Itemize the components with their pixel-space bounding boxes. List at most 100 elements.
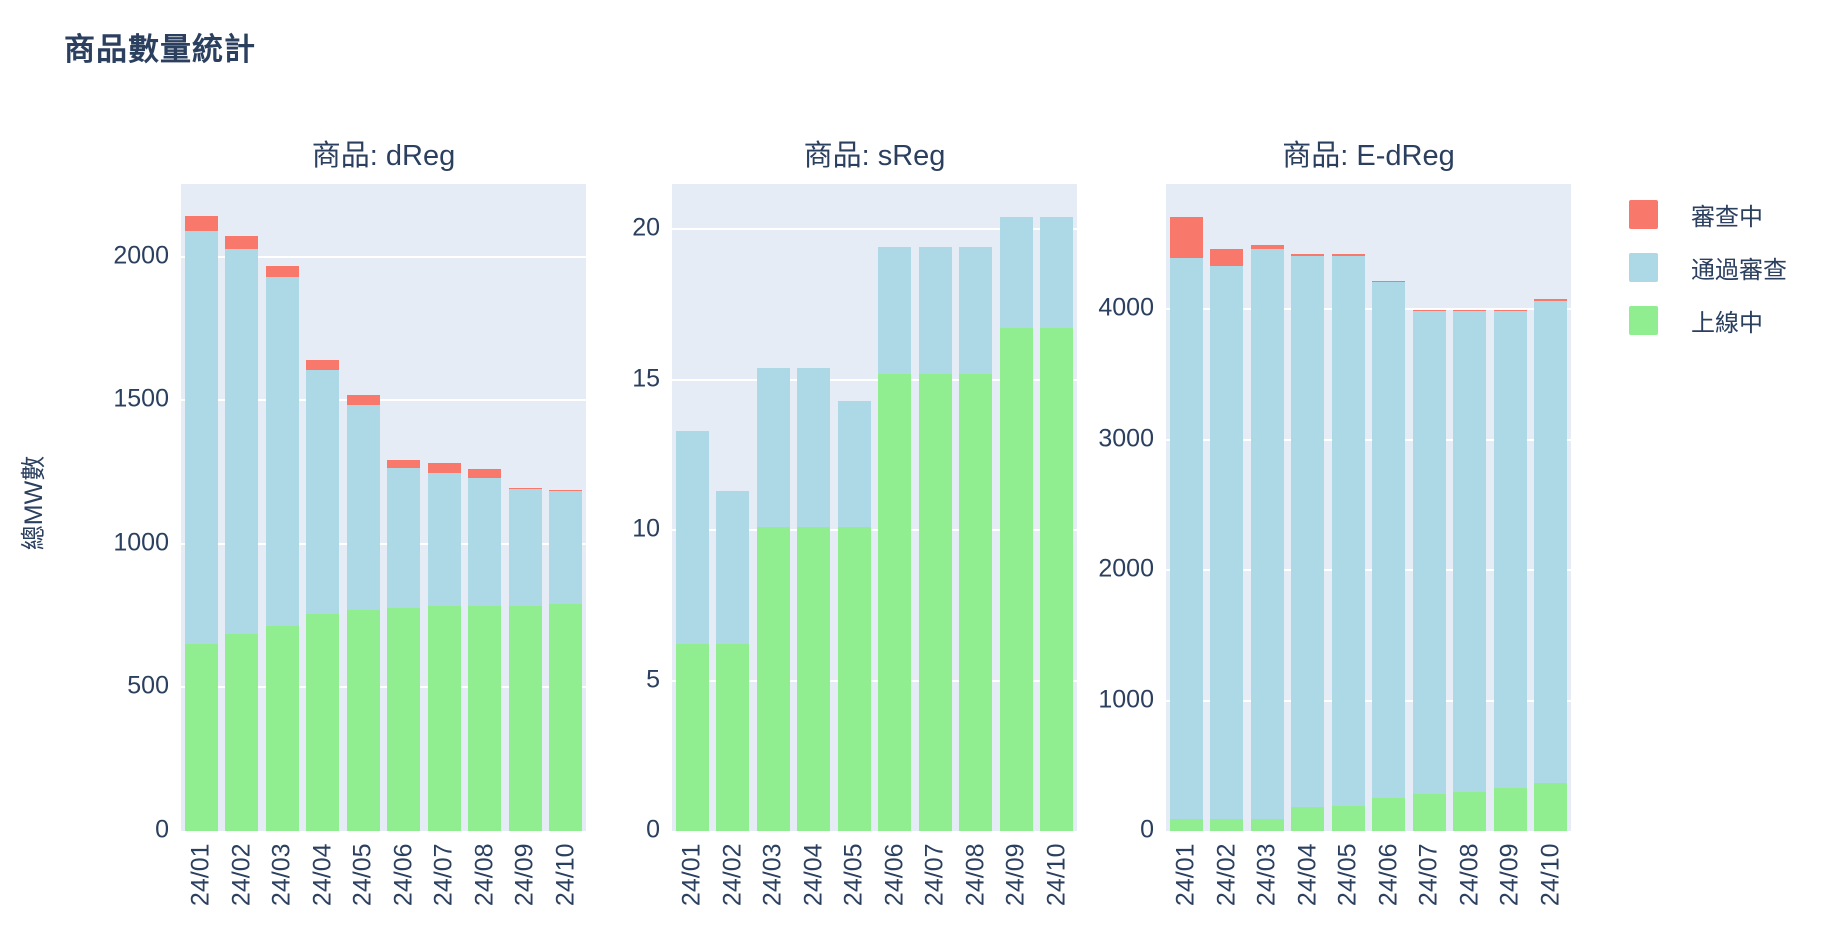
bar-segment-passed-24-08 <box>1453 311 1486 792</box>
bar-segment-online-24-09 <box>509 605 542 831</box>
bar-segment-passed-24-09 <box>1000 217 1033 329</box>
bar-segment-review-24-01 <box>185 216 218 231</box>
x-tick-label: 24/04 <box>1293 843 1322 907</box>
gridline <box>1166 308 1571 311</box>
bar-segment-passed-24-01 <box>1170 258 1203 820</box>
bar-segment-review-24-04 <box>1291 253 1324 256</box>
gridline <box>1166 699 1571 702</box>
bar-segment-review-24-07 <box>428 462 461 474</box>
bar-segment-online-24-10 <box>1534 782 1567 831</box>
x-tick-label: 24/08 <box>470 843 499 907</box>
y-tick-label: 0 <box>1140 815 1154 844</box>
bar-segment-review-24-08 <box>1453 309 1486 312</box>
gridline <box>672 378 1077 381</box>
bar-segment-online-24-01 <box>185 644 218 831</box>
y-tick-label: 500 <box>127 671 169 700</box>
bar-segment-online-24-06 <box>387 608 420 831</box>
bar-segment-passed-24-04 <box>1291 255 1324 807</box>
bar-segment-online-24-01 <box>676 644 709 831</box>
bar-segment-review-24-06 <box>1372 280 1405 283</box>
bar-segment-review-24-03 <box>1251 245 1284 249</box>
bar-segment-passed-24-09 <box>509 489 542 606</box>
bar-segment-passed-24-02 <box>1210 266 1243 820</box>
bar-segment-review-24-10 <box>549 489 582 491</box>
subplot-title-dreg: 商品: dReg <box>311 140 456 172</box>
y-tick-label: 2000 <box>1098 554 1154 583</box>
x-tick-label: 24/01 <box>677 843 706 907</box>
legend-label-review: 審查中 <box>1691 204 1763 231</box>
bar-segment-passed-24-05 <box>1332 256 1365 807</box>
legend-item-passed[interactable]: 通過審查 <box>1629 250 1787 285</box>
bar-segment-review-24-10 <box>1534 299 1567 302</box>
bar-segment-passed-24-08 <box>468 477 501 606</box>
y-tick-label: 3000 <box>1098 423 1154 452</box>
bar-segment-passed-24-02 <box>716 490 749 645</box>
bar-segment-passed-24-07 <box>1413 311 1446 794</box>
x-tick-label: 24/04 <box>799 843 828 907</box>
bar-segment-review-24-01 <box>1170 216 1203 259</box>
x-tick-label: 24/03 <box>267 843 296 907</box>
x-tick-label: 24/06 <box>880 843 909 907</box>
bar-segment-online-24-06 <box>878 373 911 831</box>
y-tick-label: 1000 <box>1098 684 1154 713</box>
legend-item-online[interactable]: 上線中 <box>1629 303 1787 338</box>
bar-segment-online-24-08 <box>468 605 501 831</box>
gridline <box>181 399 586 402</box>
legend-swatch-passed-icon <box>1629 253 1658 282</box>
bar-segment-review-24-04 <box>306 360 339 371</box>
bar-segment-passed-24-10 <box>1534 301 1567 783</box>
x-tick-label: 24/08 <box>961 843 990 907</box>
bar-segment-online-24-08 <box>1453 791 1486 831</box>
gridline <box>672 679 1077 682</box>
bar-segment-passed-24-02 <box>225 249 258 635</box>
x-tick-label: 24/06 <box>1374 843 1403 907</box>
y-tick-label: 15 <box>632 363 660 392</box>
bar-segment-passed-24-01 <box>676 430 709 645</box>
legend-label-passed: 通過審查 <box>1691 257 1787 284</box>
x-tick-label: 24/06 <box>389 843 418 907</box>
subplot-title-sreg: 商品: sReg <box>803 140 946 172</box>
x-tick-label: 24/08 <box>1455 843 1484 907</box>
bar-segment-online-24-02 <box>1210 819 1243 831</box>
y-tick-label: 4000 <box>1098 293 1154 322</box>
bar-segment-passed-24-10 <box>1040 217 1073 329</box>
gridline <box>181 686 586 689</box>
bar-segment-online-24-09 <box>1494 787 1527 831</box>
x-tick-label: 24/09 <box>510 843 539 907</box>
x-tick-label: 24/09 <box>1001 843 1030 907</box>
bar-segment-passed-24-07 <box>919 247 952 374</box>
bar-segment-review-24-05 <box>1332 254 1365 257</box>
bar-segment-online-24-04 <box>1291 806 1324 831</box>
y-tick-label: 5 <box>646 664 660 693</box>
bar-segment-review-24-08 <box>468 469 501 478</box>
x-tick-label: 24/03 <box>758 843 787 907</box>
bar-segment-online-24-04 <box>797 527 830 831</box>
x-tick-label: 24/09 <box>1495 843 1524 907</box>
subplot-title-edreg: 商品: E-dReg <box>1282 140 1455 172</box>
y-tick-label: 1500 <box>113 384 169 413</box>
x-tick-label: 24/07 <box>429 843 458 907</box>
bar-segment-passed-24-06 <box>1372 282 1405 798</box>
bar-segment-review-24-06 <box>387 460 420 468</box>
y-axis-title: 總MW數 <box>20 455 48 551</box>
bar-segment-online-24-07 <box>919 373 952 831</box>
x-tick-label: 24/02 <box>718 843 747 907</box>
bar-segment-online-24-08 <box>959 373 992 831</box>
bar-segment-review-24-02 <box>225 235 258 250</box>
bar-segment-online-24-09 <box>1000 328 1033 831</box>
gridline <box>181 542 586 545</box>
bar-segment-online-24-04 <box>306 614 339 831</box>
y-tick-label: 2000 <box>113 240 169 269</box>
bar-segment-passed-24-08 <box>959 247 992 374</box>
bar-segment-online-24-03 <box>1251 818 1284 831</box>
legend: 審查中 通過審查 上線中 <box>1629 197 1787 356</box>
bar-segment-passed-24-03 <box>1251 248 1284 819</box>
bar-segment-passed-24-03 <box>266 276 299 626</box>
x-tick-label: 24/05 <box>1333 843 1362 907</box>
bar-segment-passed-24-06 <box>387 467 420 609</box>
bar-segment-online-24-03 <box>757 527 790 831</box>
bar-segment-online-24-05 <box>838 527 871 831</box>
bar-segment-online-24-01 <box>1170 819 1203 831</box>
legend-item-review[interactable]: 審查中 <box>1629 197 1787 232</box>
bar-segment-passed-24-09 <box>1494 311 1527 788</box>
